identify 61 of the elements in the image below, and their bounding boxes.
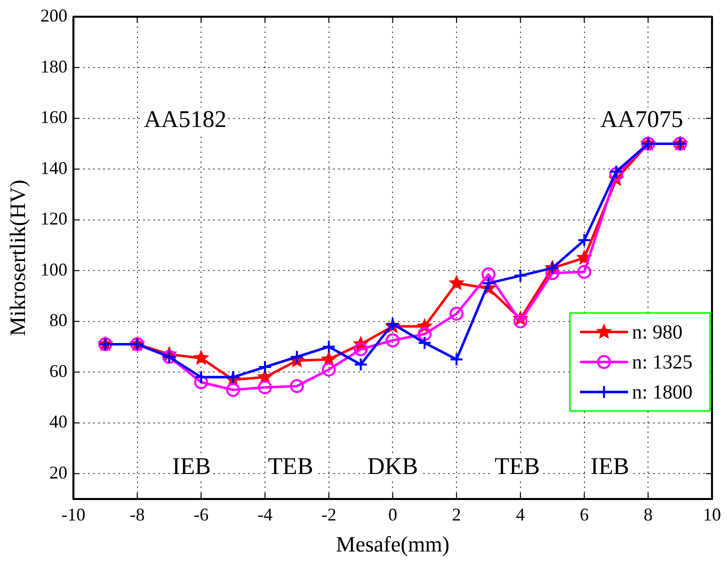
- point: [193, 350, 210, 366]
- point: [354, 357, 368, 372]
- y-tick-label: 200: [40, 6, 68, 26]
- point: [354, 342, 368, 356]
- x-tick-label: 6: [580, 504, 589, 525]
- legend-label: n: 1325: [632, 351, 693, 374]
- x-tick-label: -2: [321, 504, 336, 525]
- y-tick-label: 60: [49, 360, 68, 381]
- annotation: IEB: [172, 454, 211, 480]
- y-axis-title: Mikrosertlik(HV): [4, 180, 30, 336]
- x-tick-label: -10: [61, 504, 86, 525]
- legend-label: n: 980: [632, 321, 683, 344]
- point: [609, 164, 624, 179]
- x-tick-label: -8: [130, 504, 145, 525]
- annotation: AA5182: [144, 106, 226, 133]
- point: [290, 379, 304, 394]
- annotation: TEB: [494, 454, 540, 480]
- point: [322, 362, 336, 377]
- x-tick-label: 8: [644, 504, 653, 525]
- point: [258, 360, 272, 374]
- x-tick-label: -4: [257, 504, 272, 525]
- y-tick-label: 140: [40, 158, 68, 178]
- y-tick-label: 160: [40, 107, 68, 128]
- point: [609, 167, 624, 182]
- point: [386, 333, 400, 348]
- point: [258, 380, 272, 394]
- x-tick-label: 0: [388, 504, 398, 525]
- point: [577, 233, 592, 248]
- point: [448, 274, 465, 290]
- x-tick-label: -6: [194, 504, 209, 525]
- annotation: IEB: [590, 454, 630, 480]
- annotation: DKB: [367, 454, 418, 480]
- y-tick-label: 20: [49, 462, 68, 482]
- point: [545, 266, 560, 280]
- point: [450, 352, 464, 366]
- y-tick-label: 40: [49, 412, 68, 432]
- annotation: AA7075: [600, 106, 684, 133]
- point: [513, 268, 528, 283]
- x-tick-label: 4: [516, 504, 525, 525]
- point: [481, 276, 496, 290]
- point: [290, 350, 304, 364]
- point: [226, 370, 240, 384]
- point: [194, 375, 208, 390]
- annotation: TEB: [268, 454, 314, 480]
- y-tick-label: 120: [40, 208, 68, 229]
- x-tick-label: 10: [703, 504, 721, 525]
- point: [513, 314, 528, 328]
- point: [226, 382, 240, 397]
- y-tick-label: 100: [40, 259, 68, 280]
- x-tick-label: 2: [452, 504, 462, 525]
- point: [418, 327, 432, 342]
- point: [450, 306, 464, 321]
- y-tick-label: 80: [49, 310, 68, 330]
- point: [418, 336, 432, 350]
- y-tick-label: 180: [40, 56, 68, 76]
- point: [481, 267, 496, 282]
- point: [577, 264, 592, 279]
- point: [194, 370, 208, 384]
- x-axis-title: Mesafe(mm): [336, 532, 450, 557]
- legend-label: n: 1800: [632, 381, 693, 404]
- point: [322, 340, 336, 354]
